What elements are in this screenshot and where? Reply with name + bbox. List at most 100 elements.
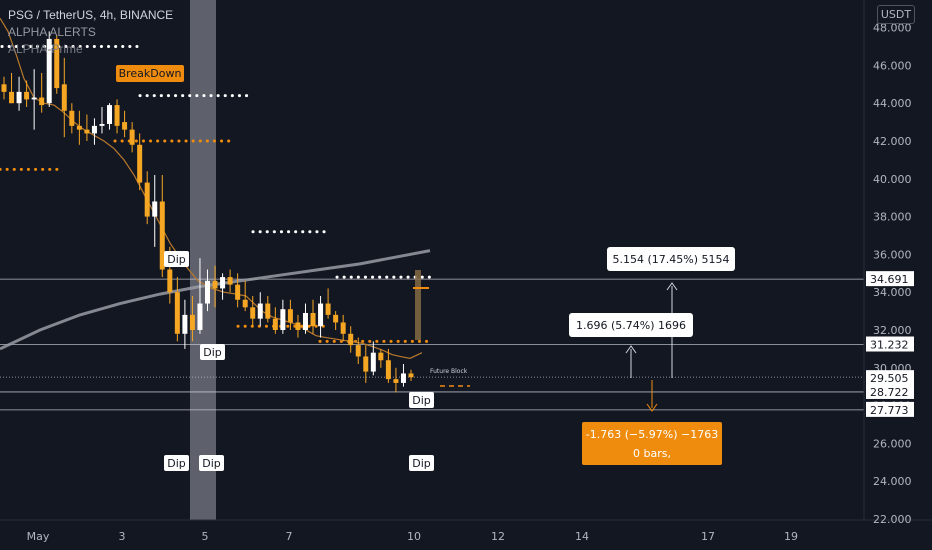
candle-up [280,299,286,334]
time-tick-label: 3 [119,530,126,543]
candle-down [340,314,346,342]
candle-down [385,348,391,383]
candle-down [272,307,278,334]
symbol-title[interactable]: PSG / TetherUS, 4h, BINANCE [8,8,174,22]
candle-body [227,277,233,285]
candle-down [69,103,75,134]
candle-down [137,133,143,191]
price-axis-label: 29.505 [866,370,914,386]
candle-down [265,295,271,323]
candle-down [378,348,384,368]
candle-body [16,91,22,104]
candle-up [257,292,263,327]
indicator-alpha-prime[interactable]: ALPHA-Prime [8,42,83,56]
svg-text:Dip: Dip [412,394,431,407]
projection-label-up-short: 1.696 (5.74%) 1696 [569,313,693,337]
candles [1,31,414,393]
candle-body [189,314,195,330]
candle-body [31,97,37,100]
currency-button[interactable]: USDT [877,5,915,24]
candle-down [129,122,135,153]
price-label-text: 27.773 [870,404,909,417]
candle-down [235,273,241,308]
candle-up [400,364,406,387]
candle-down [393,367,399,393]
price-label-text: 34.691 [870,273,909,286]
price-axis: 22.00024.00026.00028.00030.00032.00034.0… [873,22,912,526]
candle-down [333,311,339,330]
price-axis-label: 31.232 [866,336,914,352]
candle-body [174,292,180,334]
long-ma-line [0,249,431,351]
candle-body [393,379,399,383]
svg-text:1.696 (5.74%) 1696: 1.696 (5.74%) 1696 [576,319,686,332]
price-label-box [866,336,914,352]
candle-body [295,322,301,330]
future-block-label: Future Block [430,368,468,375]
price-label-text: 31.232 [870,339,909,352]
dip-signal: Dip [409,455,434,471]
price-tick-label: 46.000 [873,59,912,72]
candle-body [114,105,120,126]
candle-body [61,84,67,111]
candle-down [212,265,218,308]
candle-up [220,273,226,300]
candle-body [250,307,256,319]
svg-text:Dip: Dip [167,457,186,470]
price-tick-label: 26.000 [873,437,912,450]
moving-average [0,17,423,359]
price-tick-label: 40.000 [873,173,912,186]
candle-down [189,295,195,342]
dip-signal: Dip [200,344,225,360]
candle-body [84,129,90,134]
time-tick-label: 12 [491,530,505,543]
projection-arrowhead-up-short [625,345,637,354]
candle-down [159,175,165,278]
price-tick-label: 34.000 [873,286,912,299]
candle-body [318,303,324,327]
candle-body [76,125,82,130]
indicator-alpha-alerts[interactable]: ALPHA ALERTS [8,25,96,39]
candle-body [182,314,188,334]
price-label-box [866,370,914,386]
time-tick-label: 19 [784,530,798,543]
candle-body [302,312,308,330]
candle-down [408,369,414,382]
price-tick-label: 48.000 [873,22,912,35]
candle-body [310,312,316,327]
candle-down [144,171,150,225]
candle-body [54,38,60,89]
candle-up [107,103,113,130]
dip-signal: Dip [164,251,189,267]
svg-text:BreakDown: BreakDown [119,67,182,80]
price-tick-label: 42.000 [873,135,912,148]
price-tick-label: 32.000 [873,324,912,337]
candle-down [227,269,233,293]
candle-up [205,269,210,312]
candle-body [122,122,128,130]
candle-body [212,280,218,289]
price-label-text: 28.722 [870,386,909,399]
candle-down [287,299,293,330]
candle-body [242,299,248,308]
future-block-bar [415,270,421,340]
candle-body [325,303,331,315]
candle-down [310,299,316,334]
dip-signal: Dip [164,455,189,471]
dip-signal: Dip [199,455,224,471]
svg-text:Dip: Dip [203,346,222,359]
candle-up [370,341,376,376]
time-tick-label: 14 [575,530,589,543]
svg-text:Dip: Dip [412,457,431,470]
breakdown-signal: BreakDown [116,65,184,82]
candle-body [197,303,203,330]
candle-body [1,84,7,92]
candle-down [325,288,331,319]
svg-text:-1.763 (−5.97%) −1763: -1.763 (−5.97%) −1763 [586,428,718,441]
price-tick-label: 24.000 [873,475,912,488]
candle-up [197,258,203,334]
candle-body [137,144,143,183]
candle-body [235,284,241,300]
